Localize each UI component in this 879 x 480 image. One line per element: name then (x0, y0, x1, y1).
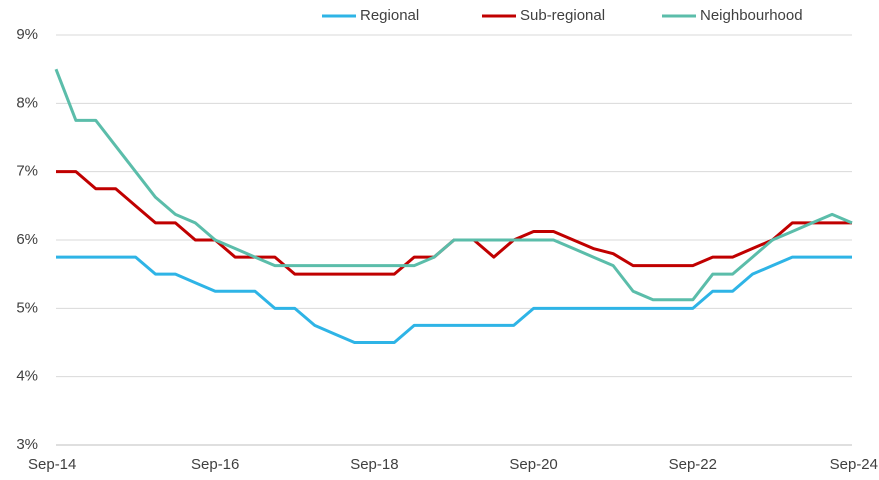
y-tick-label: 8% (16, 94, 38, 111)
y-tick-label: 6% (16, 231, 38, 248)
line-series (54, 68, 853, 302)
x-tick-label: Sep-14 (28, 456, 76, 473)
x-tick-label: Sep-16 (191, 456, 239, 473)
line-series (56, 255, 852, 344)
legend-label: Regional (360, 7, 419, 24)
y-tick-label: 7% (16, 163, 38, 180)
y-tick-label: 9% (16, 26, 38, 43)
x-tick-label: Sep-22 (669, 456, 717, 473)
x-tick-label: Sep-24 (830, 456, 878, 473)
line-series (56, 170, 852, 276)
x-tick-label: Sep-20 (509, 456, 557, 473)
y-tick-label: 4% (16, 368, 38, 385)
legend-label: Sub-regional (520, 7, 605, 24)
x-tick-label: Sep-18 (350, 456, 398, 473)
y-tick-label: 5% (16, 299, 38, 316)
legend-label: Neighbourhood (700, 7, 803, 24)
y-tick-label: 3% (16, 436, 38, 453)
